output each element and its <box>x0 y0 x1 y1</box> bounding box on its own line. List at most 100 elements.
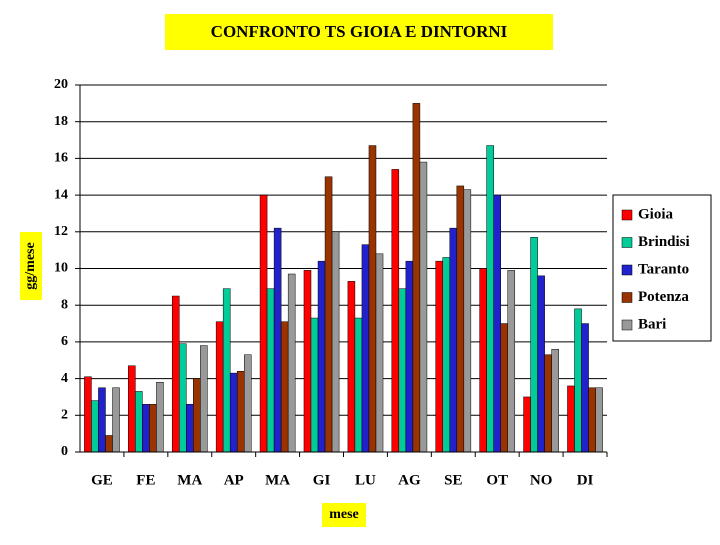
bar <box>537 275 545 453</box>
bar <box>567 385 575 453</box>
bar <box>595 387 603 453</box>
bar <box>156 382 164 453</box>
bar <box>186 404 194 453</box>
bar <box>91 400 99 453</box>
x-tick-label: AP <box>224 472 244 488</box>
bar <box>419 161 428 453</box>
bar <box>412 103 421 453</box>
bar <box>266 288 275 453</box>
bar <box>215 321 224 453</box>
bar <box>435 260 444 453</box>
bar <box>243 354 252 453</box>
x-tick-label: GI <box>313 472 331 488</box>
y-tick-label: 4 <box>61 371 68 386</box>
legend-swatch <box>621 264 633 276</box>
y-tick-label: 14 <box>54 187 68 202</box>
bar <box>544 354 552 453</box>
bar <box>507 270 516 453</box>
bar <box>149 404 157 453</box>
bar <box>317 260 326 453</box>
bar <box>375 253 384 453</box>
y-label-background <box>20 232 42 300</box>
bar <box>310 317 319 453</box>
bar <box>128 365 136 453</box>
bar <box>493 194 501 453</box>
bar <box>193 378 201 453</box>
x-tick-label: SE <box>444 472 462 488</box>
x-axis-label: mese <box>329 507 359 522</box>
bar <box>331 231 340 453</box>
bar <box>171 295 180 453</box>
bar <box>259 194 268 453</box>
x-label-background <box>322 503 366 527</box>
bar <box>354 317 363 453</box>
legend-swatch <box>621 292 633 303</box>
x-tick-label: DI <box>577 472 594 488</box>
bar <box>135 391 143 453</box>
x-tick-label: FE <box>136 472 155 488</box>
bar <box>236 371 245 453</box>
bar <box>347 281 356 453</box>
y-axis-label: gg/mese <box>23 242 38 289</box>
bar <box>456 185 465 453</box>
x-tick-label: MA <box>177 472 202 488</box>
legend-label: Potenza <box>638 289 689 305</box>
y-tick-label: 8 <box>61 297 68 312</box>
bar <box>574 308 582 453</box>
bar <box>551 348 559 453</box>
y-tick-label: 12 <box>54 224 68 239</box>
legend-label: Taranto <box>638 261 689 277</box>
bar <box>179 343 187 453</box>
bar <box>84 376 92 453</box>
title-background <box>165 14 553 50</box>
chart-title: CONFRONTO TS GIOIA E DINTORNI <box>211 22 508 41</box>
bar <box>398 288 407 453</box>
bar <box>229 372 238 453</box>
x-tick-label: AG <box>398 472 421 488</box>
bar <box>486 145 494 453</box>
x-tick-label: OT <box>486 472 508 488</box>
bar <box>112 387 120 453</box>
legend-label: Brindisi <box>638 234 690 250</box>
bar <box>581 323 589 453</box>
bar <box>530 237 538 453</box>
bar <box>368 145 377 453</box>
bar <box>361 244 370 453</box>
y-tick-label: 20 <box>54 77 68 92</box>
x-tick-label: LU <box>355 472 376 488</box>
legend-swatch <box>621 319 633 331</box>
legend-swatch <box>621 209 633 221</box>
bar <box>200 345 208 453</box>
legend-label: Bari <box>638 316 666 332</box>
legend-swatch <box>621 237 633 248</box>
x-tick-label: GE <box>91 472 113 488</box>
y-tick-label: 16 <box>54 151 68 166</box>
bar <box>463 189 472 453</box>
bar <box>405 260 414 453</box>
bar <box>222 288 231 453</box>
y-tick-label: 2 <box>61 408 68 423</box>
legend-label: Gioia <box>638 206 674 222</box>
bar <box>287 273 296 453</box>
bar <box>142 404 150 453</box>
bar <box>391 169 400 453</box>
y-tick-label: 0 <box>61 444 68 459</box>
bar <box>98 387 106 453</box>
bar <box>280 321 289 453</box>
bar <box>523 396 531 453</box>
bar <box>273 227 282 453</box>
bar <box>449 227 458 453</box>
bar <box>442 257 451 453</box>
bar <box>479 268 487 453</box>
bar <box>588 387 596 453</box>
bar <box>324 176 333 453</box>
bar <box>105 435 113 453</box>
bar <box>303 270 312 453</box>
y-tick-label: 10 <box>54 261 68 276</box>
x-tick-label: NO <box>530 472 553 488</box>
y-tick-label: 18 <box>54 114 68 129</box>
y-tick-label: 6 <box>61 334 68 349</box>
x-tick-label: MA <box>265 472 290 488</box>
